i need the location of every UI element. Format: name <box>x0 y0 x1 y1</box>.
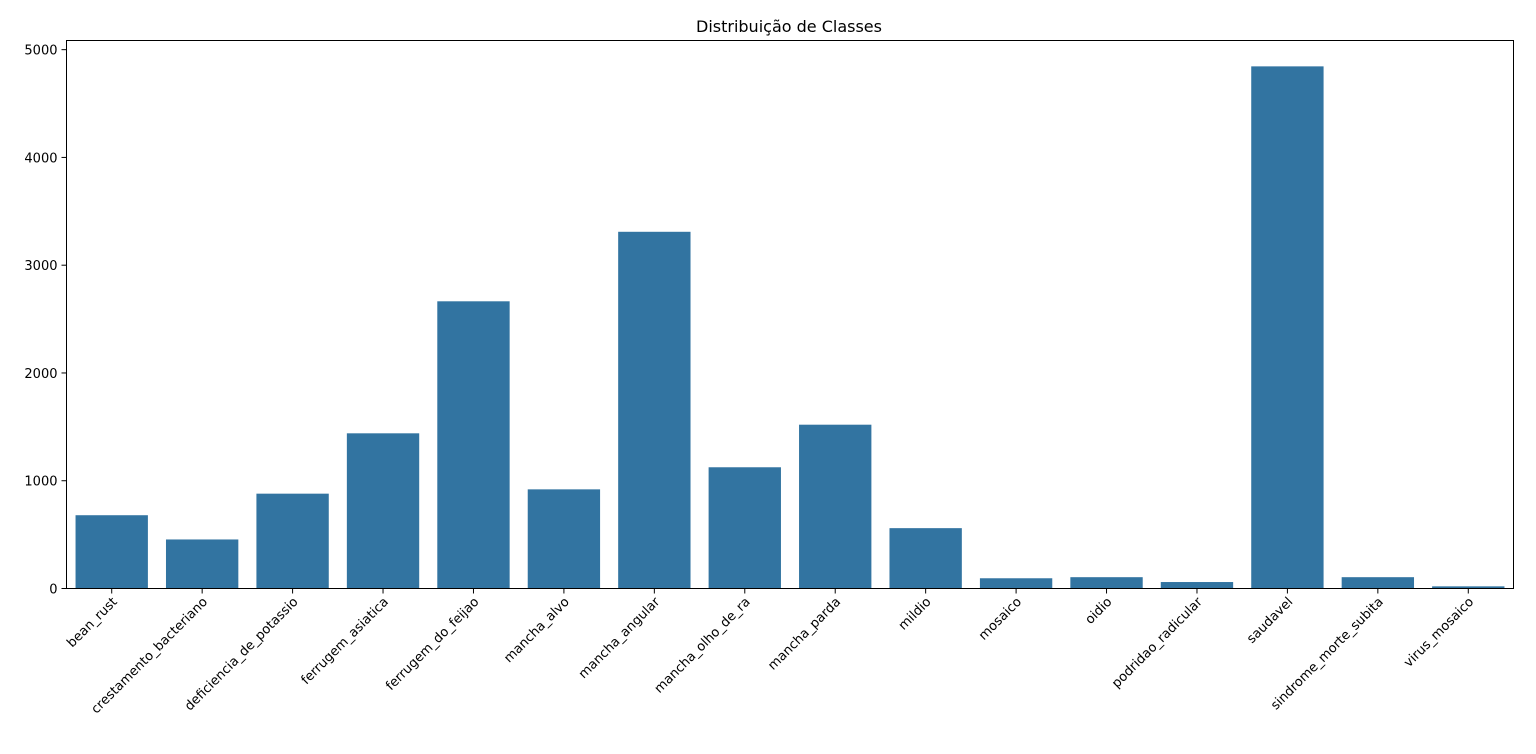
bar-mancha_parda <box>799 424 872 589</box>
x-tick-label-mancha_alvo: mancha_alvo <box>501 595 572 666</box>
x-tick-label-ferrugem_asiatica: ferrugem_asiatica <box>299 595 392 688</box>
bar-crestamento_bacteriano <box>165 539 239 589</box>
x-tick-label-mancha_angular: mancha_angular <box>576 594 664 682</box>
bar-mildio <box>889 528 962 589</box>
bar-mancha_olho_de_ra <box>708 467 781 589</box>
x-tick-label-mancha_olho_de_ra: mancha_olho_de_ra <box>652 595 754 697</box>
y-tick-label: 5000 <box>24 44 57 59</box>
x-axis: bean_rustcrestamento_bacterianodeficienc… <box>64 588 1477 717</box>
y-tick-label: 4000 <box>24 151 57 166</box>
y-tick-label: 0 <box>49 583 57 598</box>
bar-mancha_angular <box>618 231 691 589</box>
plot-frame <box>66 40 1514 589</box>
bar-podridao_radicular <box>1160 582 1234 589</box>
y-tick-label: 2000 <box>24 367 57 382</box>
bar-mosaico <box>979 578 1053 589</box>
chart-title: Distribuição de Classes <box>696 17 882 36</box>
bar-saudavel <box>1251 66 1324 589</box>
x-tick-label-virus_mosaico: virus_mosaico <box>1401 595 1477 671</box>
bar-sindrome_morte_subita <box>1341 577 1415 589</box>
y-tick-label: 3000 <box>24 259 57 274</box>
bar-deficiencia_de_potassio <box>256 493 329 589</box>
y-tick-label: 1000 <box>24 475 57 490</box>
bar-bean_rust <box>75 515 148 589</box>
x-tick-label-saudavel: saudavel <box>1244 595 1296 647</box>
bar-mancha_alvo <box>527 489 601 589</box>
bar-virus_mosaico <box>1432 586 1505 589</box>
bars <box>75 66 1505 589</box>
x-tick-label-mildio: mildio <box>896 595 935 634</box>
x-tick-label-bean_rust: bean_rust <box>64 595 120 651</box>
x-tick-label-oidio: oidio <box>1083 595 1116 628</box>
x-tick-label-podridao_radicular: podridao_radicular <box>1109 594 1206 691</box>
y-axis: 0 1000 2000 3000 4000 5000 <box>24 44 67 598</box>
bar-ferrugem_asiatica <box>346 433 420 589</box>
x-tick-label-ferrugem_do_feijao: ferrugem_do_feijao <box>383 595 482 694</box>
x-tick-label-mancha_parda: mancha_parda <box>765 595 844 674</box>
bar-oidio <box>1070 577 1143 589</box>
x-tick-label-mosaico: mosaico <box>976 595 1025 644</box>
bar-ferrugem_do_feijao <box>437 301 510 589</box>
